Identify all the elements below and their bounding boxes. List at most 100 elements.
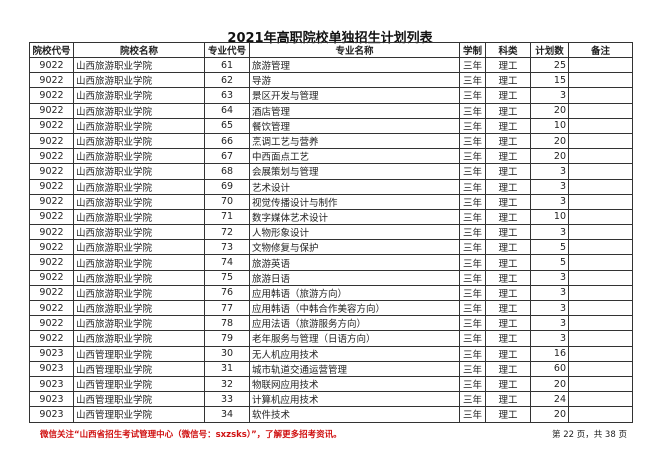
- cell-duration: 三年: [459, 375, 486, 393]
- table-row: 9022 山西旅游职业学院 73 文物修复与保护 三年 理工 5: [29, 239, 633, 256]
- cell-plan-count: 10: [530, 117, 569, 134]
- cell-major-code: 73: [204, 239, 250, 256]
- header-category: 科类: [485, 42, 531, 58]
- cell-school-name: 山西旅游职业学院: [73, 87, 205, 104]
- cell-school-name: 山西旅游职业学院: [73, 299, 205, 317]
- cell-major-name: 应用韩语（旅游方向）: [249, 284, 460, 302]
- cell-plan-count: 3: [530, 163, 569, 180]
- cell-major-code: 78: [204, 315, 250, 332]
- cell-school-name: 山西旅游职业学院: [73, 239, 205, 256]
- table-row: 9022 山西旅游职业学院 69 艺术设计 三年 理工 3: [29, 178, 633, 195]
- cell-school-name: 山西旅游职业学院: [73, 315, 205, 332]
- table-row: 9022 山西旅游职业学院 79 老年服务与管理（日语方向） 三年 理工 3: [29, 330, 633, 347]
- cell-plan-count: 20: [530, 375, 569, 393]
- cell-plan-count: 3: [530, 87, 569, 104]
- cell-duration: 三年: [459, 163, 486, 180]
- cell-duration: 三年: [459, 239, 486, 256]
- cell-category: 理工: [485, 132, 531, 150]
- cell-major-code: 69: [204, 178, 250, 195]
- cell-school-code: 9022: [29, 132, 74, 150]
- cell-major-code: 34: [204, 406, 250, 423]
- cell-school-name: 山西管理职业学院: [73, 375, 205, 393]
- cell-remarks: [568, 132, 633, 150]
- cell-school-code: 9022: [29, 284, 74, 302]
- table-row: 9022 山西旅游职业学院 77 应用韩语（中韩合作美容方向） 三年 理工 3: [29, 299, 633, 317]
- cell-category: 理工: [485, 330, 531, 347]
- cell-plan-count: 5: [530, 254, 569, 271]
- cell-duration: 三年: [459, 224, 486, 241]
- cell-major-name: 老年服务与管理（日语方向）: [249, 330, 460, 347]
- cell-school-name: 山西旅游职业学院: [73, 102, 205, 119]
- cell-major-name: 会展策划与管理: [249, 163, 460, 180]
- cell-major-name: 中西面点工艺: [249, 148, 460, 165]
- cell-school-name: 山西管理职业学院: [73, 360, 205, 377]
- cell-remarks: [568, 315, 633, 332]
- cell-duration: 三年: [459, 360, 486, 377]
- cell-school-code: 9023: [29, 391, 74, 408]
- cell-category: 理工: [485, 254, 531, 271]
- header-school-name: 院校名称: [73, 42, 205, 58]
- table-row: 9022 山西旅游职业学院 76 应用韩语（旅游方向） 三年 理工 3: [29, 284, 633, 302]
- cell-plan-count: 16: [530, 345, 569, 362]
- table-row: 9022 山西旅游职业学院 63 景区开发与管理 三年 理工 3: [29, 87, 633, 104]
- cell-remarks: [568, 102, 633, 119]
- cell-plan-count: 20: [530, 102, 569, 119]
- cell-category: 理工: [485, 284, 531, 302]
- table-row: 9022 山西旅游职业学院 70 视觉传播设计与制作 三年 理工 3: [29, 193, 633, 210]
- cell-remarks: [568, 208, 633, 226]
- cell-plan-count: 3: [530, 330, 569, 347]
- cell-major-code: 74: [204, 254, 250, 271]
- cell-remarks: [568, 406, 633, 423]
- cell-major-code: 72: [204, 224, 250, 241]
- cell-major-code: 65: [204, 117, 250, 134]
- cell-major-name: 旅游管理: [249, 56, 460, 74]
- cell-duration: 三年: [459, 193, 486, 210]
- table-row: 9022 山西旅游职业学院 68 会展策划与管理 三年 理工 3: [29, 163, 633, 180]
- table-row: 9022 山西旅游职业学院 75 旅游日语 三年 理工 3: [29, 269, 633, 286]
- cell-school-name: 山西管理职业学院: [73, 391, 205, 408]
- cell-plan-count: 3: [530, 178, 569, 195]
- cell-school-name: 山西旅游职业学院: [73, 132, 205, 150]
- cell-school-name: 山西旅游职业学院: [73, 254, 205, 271]
- cell-school-code: 9022: [29, 269, 74, 286]
- cell-remarks: [568, 178, 633, 195]
- cell-school-code: 9022: [29, 330, 74, 347]
- cell-school-name: 山西旅游职业学院: [73, 163, 205, 180]
- cell-school-name: 山西管理职业学院: [73, 406, 205, 423]
- cell-remarks: [568, 224, 633, 241]
- cell-plan-count: 3: [530, 299, 569, 317]
- table-row: 9022 山西旅游职业学院 78 应用法语（旅游服务方向） 三年 理工 3: [29, 315, 633, 332]
- cell-major-name: 旅游日语: [249, 269, 460, 286]
- cell-remarks: [568, 345, 633, 362]
- cell-remarks: [568, 284, 633, 302]
- table-row: 9022 山西旅游职业学院 67 中西面点工艺 三年 理工 20: [29, 148, 633, 165]
- cell-remarks: [568, 148, 633, 165]
- cell-category: 理工: [485, 391, 531, 408]
- cell-plan-count: 60: [530, 360, 569, 377]
- cell-major-name: 烹调工艺与营养: [249, 132, 460, 150]
- table-row: 9022 山西旅游职业学院 64 酒店管理 三年 理工 20: [29, 102, 633, 119]
- cell-major-code: 68: [204, 163, 250, 180]
- cell-duration: 三年: [459, 178, 486, 195]
- table-row: 9022 山西旅游职业学院 66 烹调工艺与营养 三年 理工 20: [29, 132, 633, 150]
- cell-remarks: [568, 87, 633, 104]
- cell-school-code: 9022: [29, 56, 74, 74]
- cell-major-name: 景区开发与管理: [249, 87, 460, 104]
- header-school-code: 院校代号: [29, 42, 74, 58]
- cell-school-name: 山西旅游职业学院: [73, 117, 205, 134]
- cell-remarks: [568, 72, 633, 89]
- cell-major-code: 76: [204, 284, 250, 302]
- cell-school-name: 山西旅游职业学院: [73, 208, 205, 226]
- cell-major-name: 软件技术: [249, 406, 460, 423]
- cell-major-name: 城市轨道交通运营管理: [249, 360, 460, 377]
- cell-remarks: [568, 360, 633, 377]
- cell-school-code: 9022: [29, 163, 74, 180]
- cell-major-code: 61: [204, 56, 250, 74]
- cell-school-code: 9023: [29, 345, 74, 362]
- cell-remarks: [568, 254, 633, 271]
- cell-school-code: 9022: [29, 87, 74, 104]
- table-row: 9023 山西管理职业学院 34 软件技术 三年 理工 20: [29, 406, 633, 423]
- cell-plan-count: 3: [530, 315, 569, 332]
- cell-plan-count: 3: [530, 284, 569, 302]
- header-major-name: 专业名称: [249, 42, 460, 58]
